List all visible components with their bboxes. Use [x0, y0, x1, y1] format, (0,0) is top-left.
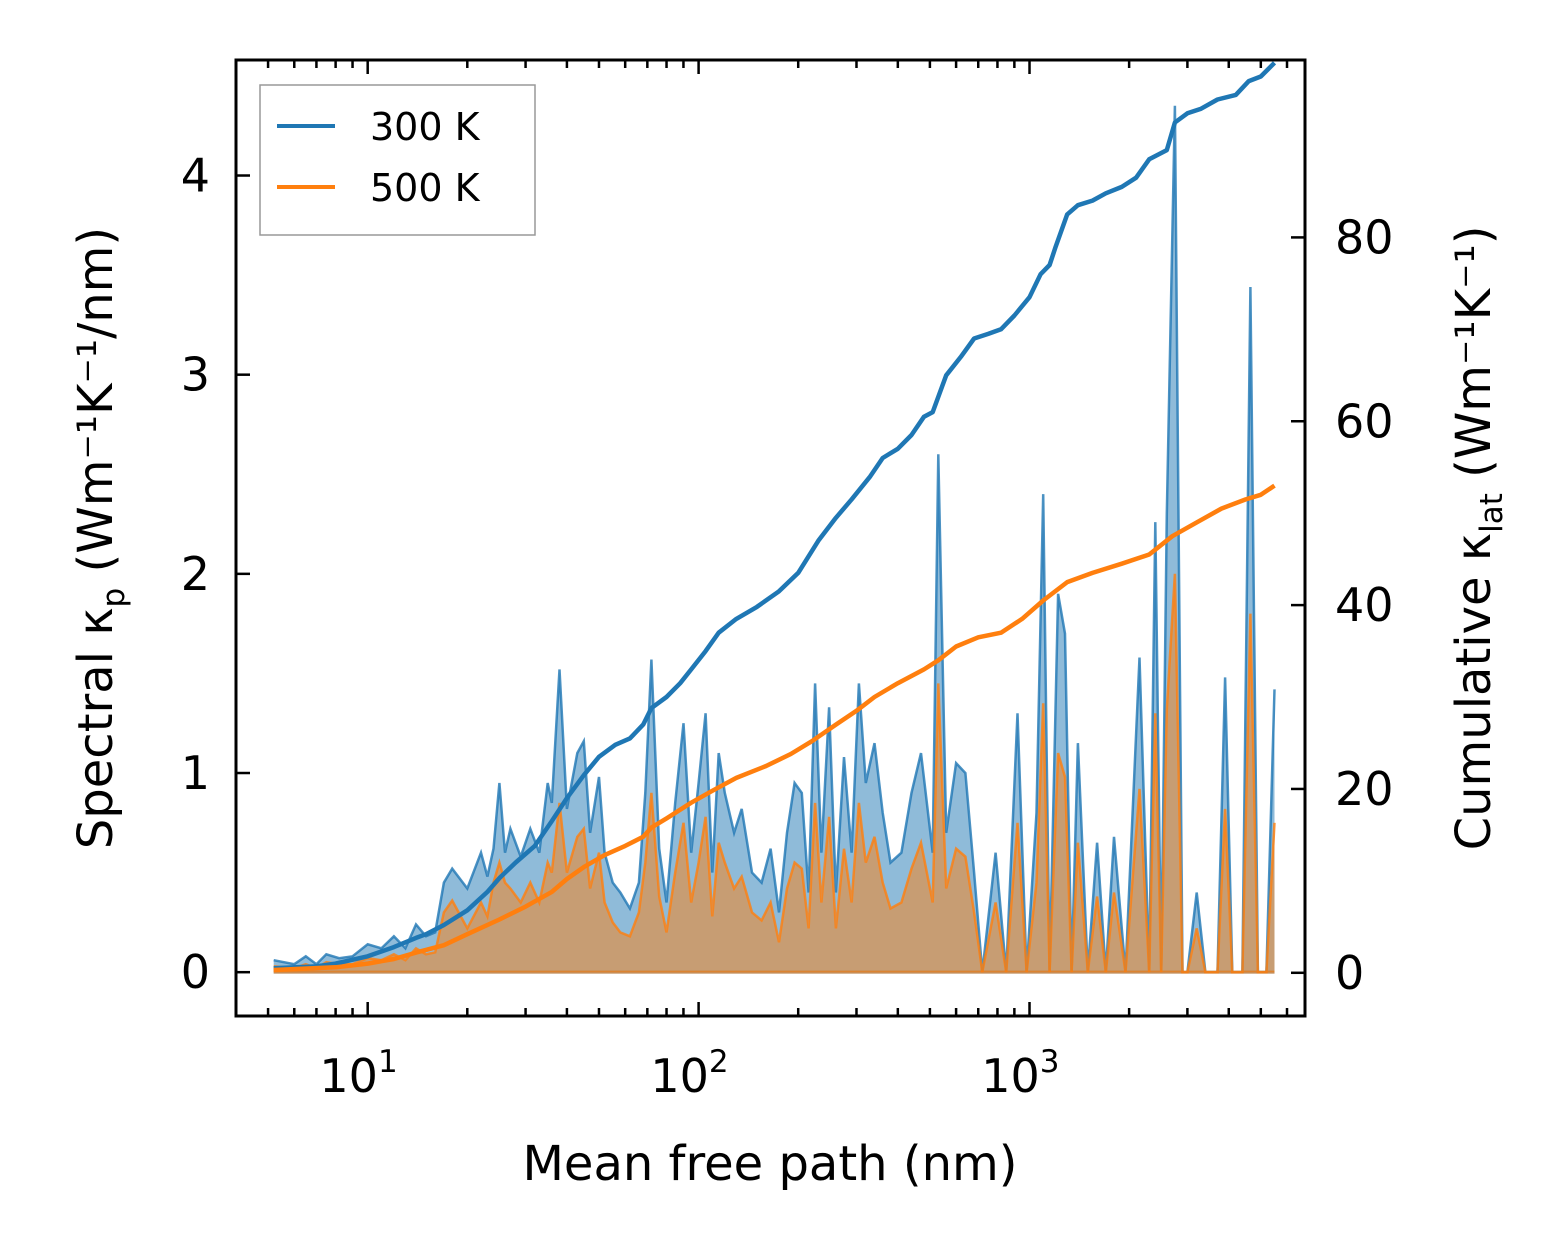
x-tick-label-1: 101 — [319, 1044, 397, 1103]
x-tick-exp-1: 1 — [378, 1044, 398, 1080]
y-left-tick-label-2: 2 — [181, 547, 210, 601]
x-axis-title: Mean free path (nm) — [523, 1136, 1018, 1192]
x-tick-base-3: 10 — [981, 1049, 1040, 1103]
y-left-tick-label-4: 4 — [181, 149, 210, 203]
y-right-tick-label-40: 40 — [1335, 578, 1394, 632]
legend-label-300k: 300 K — [370, 105, 481, 149]
axis-ticks — [234, 60, 1305, 1016]
y-right-tick-labels: 0 20 40 60 80 — [1335, 210, 1394, 999]
x-tick-labels: 101 102 103 — [319, 1044, 1059, 1103]
series-lines — [273, 61, 1277, 973]
x-tick-exp-2: 2 — [709, 1044, 729, 1080]
cumulative-line-500k — [273, 483, 1276, 973]
y-left-tick-label-3: 3 — [181, 348, 210, 402]
spectral-line-300k — [273, 105, 1276, 974]
y-left-tick-labels: 0 1 2 3 4 — [181, 149, 210, 1000]
x-tick-label-3: 103 — [981, 1044, 1059, 1103]
y-left-title-sub: p — [96, 588, 132, 608]
y-right-tick-label-20: 20 — [1335, 762, 1394, 816]
legend-label-500k: 500 K — [370, 166, 481, 210]
y-left-tick-label-1: 1 — [181, 746, 210, 800]
y-left-tick-label-0: 0 — [181, 945, 210, 999]
y-right-axis-title: Cumulative κlat (Wm⁻¹K⁻¹) — [1446, 226, 1510, 851]
y-right-tick-label-60: 60 — [1335, 394, 1394, 448]
y-left-axis-title: Spectral κp (Wm⁻¹K⁻¹/nm) — [68, 227, 132, 849]
legend: 300 K 500 K — [259, 84, 536, 236]
x-tick-label-2: 102 — [650, 1044, 728, 1103]
y-left-title-units: (Wm⁻¹K⁻¹/nm) — [68, 227, 124, 588]
x-tick-base-1: 10 — [319, 1049, 378, 1103]
y-right-title-units: (Wm⁻¹K⁻¹) — [1446, 226, 1502, 494]
spectral-fills — [273, 105, 1276, 974]
y-right-title-prefix: Cumulative κ — [1446, 533, 1502, 851]
y-right-tick-label-0: 0 — [1335, 946, 1364, 1000]
x-tick-base-2: 10 — [650, 1049, 709, 1103]
x-tick-exp-3: 3 — [1040, 1044, 1060, 1080]
y-right-title-sub: lat — [1474, 493, 1510, 533]
legend-box — [259, 84, 536, 236]
spectral-line-500k — [273, 573, 1276, 974]
cumulative-line-300k — [273, 61, 1277, 971]
plot-frame — [234, 58, 1307, 1018]
y-left-title-prefix: Spectral κ — [68, 607, 124, 849]
y-right-tick-label-80: 80 — [1335, 210, 1394, 264]
